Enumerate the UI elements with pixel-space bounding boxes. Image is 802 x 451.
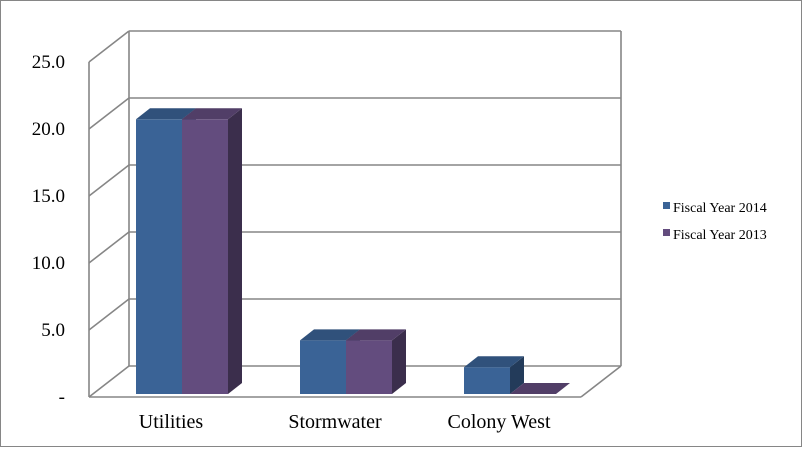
y-tick-label: 20.0: [32, 119, 65, 140]
bar-front-face: [182, 119, 228, 395]
bar: [510, 383, 570, 394]
category-label: Stormwater: [288, 411, 382, 433]
y-tick-label: 15.0: [32, 186, 65, 207]
floor-right-edge: [580, 365, 622, 398]
bar-front-face: [464, 367, 510, 394]
bar: [346, 329, 406, 394]
bar-top-face: [182, 108, 242, 120]
y-tick-label: 5.0: [41, 320, 65, 341]
legend-swatch: [663, 229, 670, 236]
side-gridline: [88, 365, 130, 398]
bar: [182, 108, 242, 395]
legend-swatch: [663, 202, 670, 209]
side-gridline: [88, 298, 130, 331]
side-gridline: [88, 97, 130, 130]
y-tick-label: 10.0: [32, 253, 65, 274]
side-gridline: [88, 231, 130, 264]
category-labels: Utilities Stormwater Colony West: [139, 411, 551, 433]
bar-top-face: [464, 356, 524, 368]
y-axis-ticks: - 5.0 10.0 15.0 20.0 25.0: [32, 52, 65, 408]
bar-side-face: [228, 108, 242, 395]
bar: [464, 356, 524, 394]
legend: Fiscal Year 2014 Fiscal Year 2013: [663, 201, 767, 243]
bars: [136, 108, 570, 395]
bar-top-face: [346, 329, 406, 341]
legend-item: Fiscal Year 2014: [663, 201, 767, 216]
bar-top-face: [136, 108, 196, 120]
bar-side-face: [510, 356, 524, 394]
category-label: Colony West: [447, 411, 550, 433]
legend-item: Fiscal Year 2013: [663, 228, 767, 243]
bar-front-face: [346, 340, 392, 394]
bar-front-face: [136, 119, 182, 395]
category-label: Utilities: [139, 411, 204, 433]
legend-label: Fiscal Year 2014: [673, 201, 767, 216]
bar-front-face: [300, 340, 346, 394]
bar-top-face: [300, 329, 360, 341]
bar-top-face: [510, 383, 570, 394]
y-tick-label: -: [59, 387, 65, 408]
side-gridline: [88, 30, 130, 63]
bar-side-face: [392, 329, 406, 394]
side-gridline: [88, 164, 130, 197]
y-tick-label: 25.0: [32, 52, 65, 73]
legend-label: Fiscal Year 2013: [673, 228, 767, 243]
